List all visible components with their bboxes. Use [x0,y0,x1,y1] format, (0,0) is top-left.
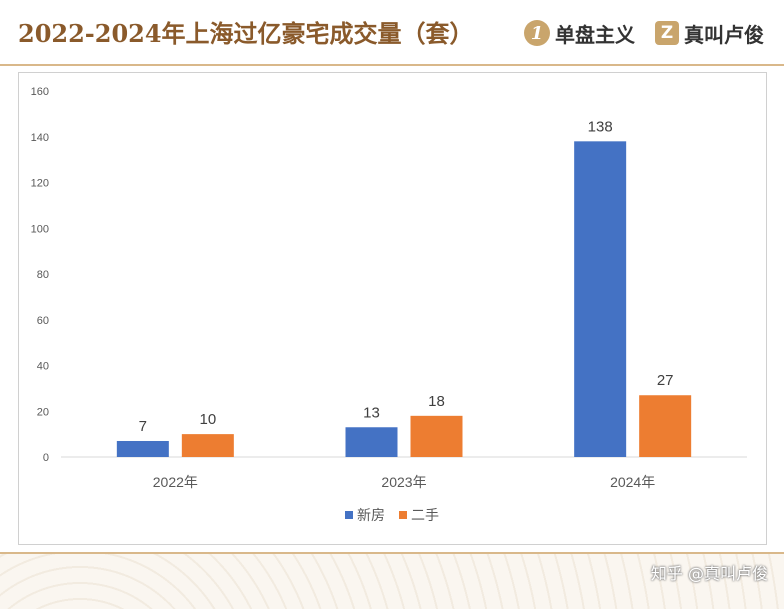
page-title: 2022-2024年上海过亿豪宅成交量（套） [18,19,474,48]
legend-swatch-1 [399,511,407,519]
y-tick-label: 40 [37,361,49,373]
data-label: 13 [363,404,380,421]
brand-name: 真叫卢俊 [684,22,764,47]
watermark: 知乎 @真叫卢俊 [650,564,768,583]
legend-swatch-0 [345,511,353,519]
y-tick-label: 20 [37,406,49,418]
y-tick-label: 0 [43,452,49,464]
brand-logo-danpanzhuyi: 1 单盘主义 [524,18,635,48]
bar-second-1 [410,415,463,457]
x-tick-label: 2024年 [610,474,655,490]
data-label: 138 [588,118,613,135]
x-tick-label: 2022年 [153,474,198,490]
header: 2022-2024年上海过亿豪宅成交量（套） 1 单盘主义 Z 真叫卢俊 [0,0,784,66]
y-tick-label: 160 [31,86,49,98]
data-label: 27 [657,372,674,389]
data-label: 18 [428,393,445,410]
y-tick-label: 140 [31,132,49,144]
legend-label: 新房 [357,507,385,523]
data-label: 7 [139,418,147,435]
footer-band [0,552,784,609]
bar-second-2 [639,395,692,457]
y-tick-label: 60 [37,315,49,327]
y-tick-label: 120 [31,178,49,190]
data-label: 10 [199,411,216,428]
brand-z-icon: Z [655,21,679,45]
brand-name: 单盘主义 [555,22,635,47]
y-tick-label: 80 [37,269,49,281]
bar-second-0 [181,434,234,457]
bar-new-0 [116,440,169,457]
y-tick-label: 100 [31,223,49,235]
bar-new-1 [345,427,398,457]
chart-frame: 0 20 40 60 80 100 120 140 160 2022年 7 10 2023年 13 18 20… [18,72,767,545]
brand-logo-zhenjiaolujun: Z 真叫卢俊 [655,18,764,48]
bar-chart: 0 20 40 60 80 100 120 140 160 2022年 7 10 2023年 13 18 20… [31,86,747,523]
x-tick-label: 2023年 [381,474,426,490]
brand-one-icon: 1 [524,20,550,46]
bar-new-2 [574,141,627,457]
legend-label: 二手 [411,507,439,523]
